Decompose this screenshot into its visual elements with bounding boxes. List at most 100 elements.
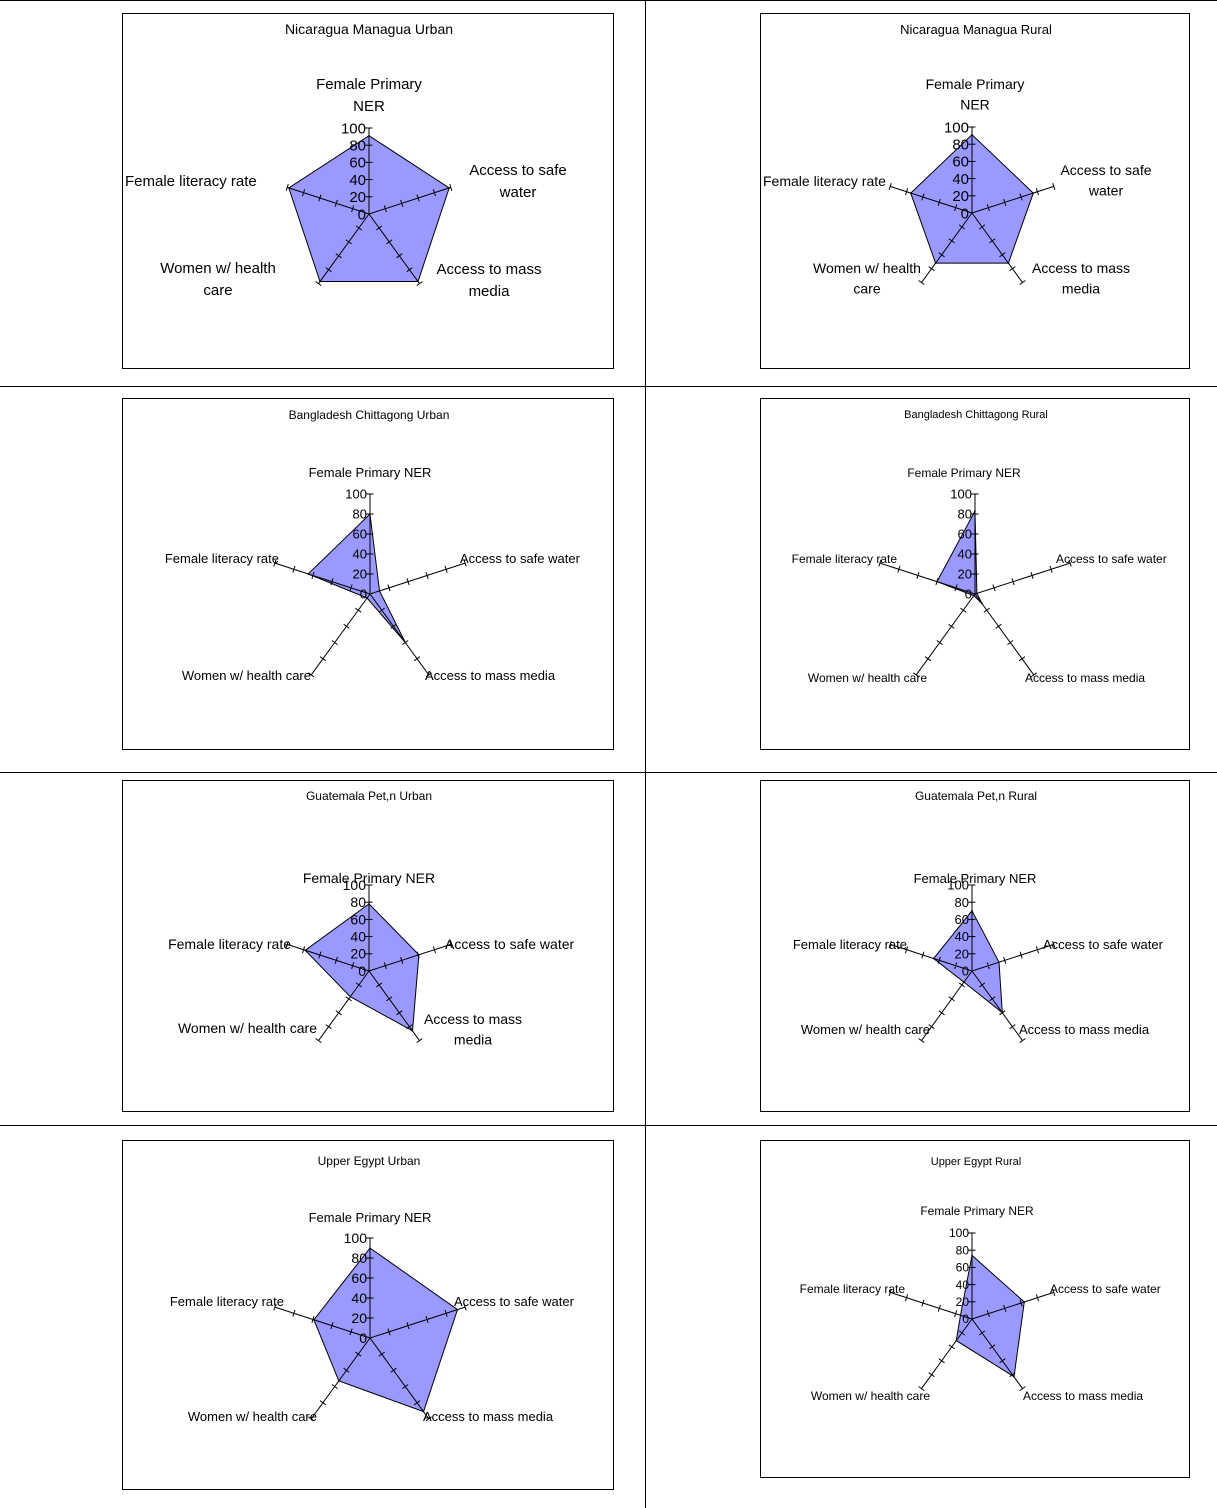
axis-tick [376,982,383,988]
axis-tick [311,1315,315,1323]
axis-tick [376,225,383,231]
axis-line [274,562,371,595]
axis-tick [387,1328,391,1336]
axis-label: Women w/ health care [811,1389,930,1403]
tick-label: 0 [962,1312,969,1326]
tick-label: 80 [350,894,366,910]
axis-line [368,970,420,1041]
axis-tick [425,1315,429,1323]
axis-tick [983,607,990,613]
axis-line [318,213,370,284]
axis-tick [905,1294,909,1302]
axis-tick [425,1416,432,1422]
tick-label: 60 [351,1270,367,1286]
axis-label: Access to mass media [1025,671,1145,685]
axis-tick [999,1358,1006,1364]
axis-tick [921,193,925,201]
axis-line [921,212,973,283]
axis-tick [432,946,436,954]
axis-tick [444,1309,448,1317]
axis-tick [400,199,404,207]
axis-tick [413,656,421,662]
axis-tick [302,189,306,197]
chart-title: Bangladesh Chittagong Rural [904,409,1048,421]
axis-line [971,1318,1023,1389]
axis-label: Female Primary NER [309,1210,432,1225]
axis-tick [1049,565,1053,573]
axis-tick [918,1038,925,1044]
axis-tick [416,951,420,959]
tick-label: 100 [944,119,969,136]
axis-tick [999,1010,1006,1016]
axis-tick [406,1322,410,1330]
tick-label: 100 [947,878,969,893]
axis-line [274,1306,371,1339]
axis-line [974,562,1071,595]
axis-tick [948,623,955,629]
axis-tick [1030,672,1037,678]
tick-label: 0 [358,206,366,223]
axis-tick [954,962,958,970]
axis-line [369,562,466,595]
axis-tick [351,962,355,970]
axis-label: Women w/ health care [801,1022,930,1037]
axis-tick [308,672,315,678]
axis-tick [921,1299,925,1307]
axis-label: Access to safe water [469,162,567,201]
axis-tick [463,559,467,567]
axis-tick [349,584,353,592]
axis-tick [921,951,925,959]
radar-chart: Bangladesh Chittagong Rural 0 20 40 60 80 100 F… [760,398,1190,750]
axis-tick [416,281,423,287]
tick-label: 20 [353,567,367,582]
tick-label: 20 [952,188,969,205]
tick-label: 60 [956,1261,970,1275]
axis-line [921,970,973,1041]
radar-chart: Nicaragua Managua Urban 0 20 40 60 80 100 Femal… [122,13,614,369]
axis-tick [960,607,967,613]
axis-label: Access to safe water [1060,162,1151,198]
axis-tick [913,672,920,678]
radar-chart: Guatemala Pet,n Rural 0 20 40 60 80 100 Female … [760,780,1190,1112]
axis-label: Female Primary NER [309,465,432,480]
tick-label: 100 [344,1230,368,1246]
axis-label: Female Primary NER [907,466,1021,480]
radar-svg: Bangladesh Chittagong Rural 0 20 40 60 80 100 F… [792,409,1167,685]
axis-tick [432,189,436,197]
axis-tick [888,940,892,948]
axis-label: Female Primary NER [914,871,1037,886]
series-polygon [932,909,1003,1014]
axis-tick [355,982,362,988]
axis-tick [989,996,996,1002]
axis-tick [979,224,986,230]
axis-line [890,185,973,214]
axis-tick [319,656,327,662]
tick-label: 60 [952,154,969,171]
tick-label: 20 [956,1295,970,1309]
axis-tick [349,1328,353,1336]
axis-tick [1009,1024,1016,1030]
axis-tick [318,951,322,959]
axis-tick [1019,280,1026,286]
tick-label: 80 [958,507,972,522]
axis-tick [463,1303,467,1311]
axis-tick [905,188,909,196]
axis-tick [406,1024,413,1030]
axis-tick [948,996,955,1002]
axis-tick [402,640,409,646]
radar-svg: Upper Egypt Rural 0 20 40 60 80 100 Female Prim… [800,1156,1161,1403]
tick-label: 80 [351,1250,367,1266]
axis-label: Access to mass media [1023,1389,1143,1403]
axis-line [915,593,976,676]
radar-chart: Upper Egypt Rural 0 20 40 60 80 100 Female Prim… [760,1140,1190,1478]
axis-line [310,1337,371,1420]
grid-line [0,772,1217,773]
axis-tick [1009,266,1016,272]
axis-tick [1035,1294,1039,1302]
axis-tick [343,623,350,629]
axis-tick [999,252,1006,258]
axis-tick [1019,193,1023,201]
axis-line [310,593,371,676]
axis-tick [1068,559,1072,567]
